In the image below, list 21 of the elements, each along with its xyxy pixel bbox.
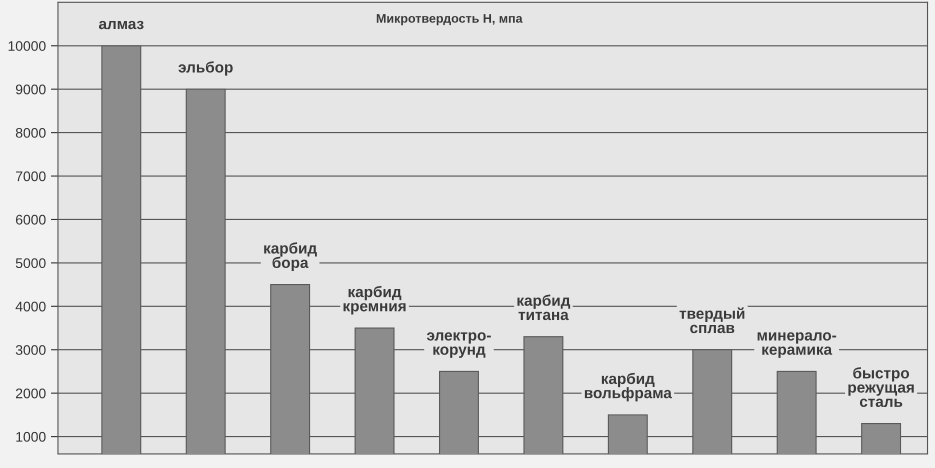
x-tick-label: карбид кремния [344,286,406,314]
y-tick-label: 10000 [8,41,46,51]
x-tick-label: карбид титана [517,294,570,320]
x-tick-label: карбид вольфрама [584,372,672,402]
x-tick-label: твердый сплав [680,307,744,334]
y-tick-label: 2000 [16,388,46,398]
y-tick-label: 1000 [16,432,46,442]
y-tick-label: 8000 [16,128,46,138]
text: Микротвердость Н, мпа [376,14,523,26]
x-tick-label: алмаз [98,20,144,30]
y-tick-label: 7000 [16,171,46,182]
x-tick-label: минерало- керамика [758,332,836,358]
x-tick-label: быстро режущая сталь [848,367,914,407]
x-tick-label: эльбор [178,61,233,76]
y-tick-label: 3000 [16,345,46,355]
y-tick-label: 4000 [16,302,46,312]
y-tick-label: 6000 [16,214,46,225]
x-tick-label: электро- корунд [426,332,491,358]
y-tick-label: 9000 [16,84,46,94]
y-tick-label: 5000 [16,258,46,268]
x-tick-label: карбид бора [264,242,317,272]
